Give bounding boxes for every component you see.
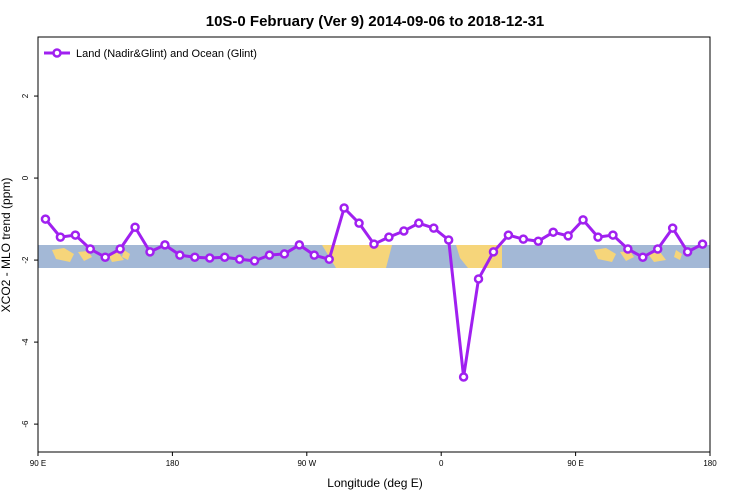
data-point [518,234,529,244]
data-point [608,230,618,240]
data-point [55,232,66,242]
data-point [667,223,678,233]
plot-frame [37,36,711,453]
data-point [234,254,245,265]
data-point [533,236,544,246]
x-tick-label: 0 [439,459,444,468]
data-point [249,256,260,266]
data-point [369,239,379,249]
chart-title: 10S-0 February (Ver 9) 2014-09-06 to 201… [206,13,545,30]
y-tick-label: -2 [21,256,30,264]
data-point [100,252,110,262]
series-line [44,206,704,379]
data-point [414,218,424,228]
data-point [443,235,454,245]
data-point [697,239,708,249]
y-tick-label: -6 [21,420,30,428]
map-strip [38,245,710,268]
data-point [399,226,409,236]
data-point [354,218,364,228]
data-point [548,227,558,237]
data-point [160,240,170,250]
data-point [264,250,275,260]
y-tick-label: -4 [21,338,30,346]
y-axis-label: XCO2 - MLO trend (ppm) [0,178,13,313]
data-point [503,230,514,240]
data-point [563,231,573,241]
data-point [294,240,305,250]
data-point [578,215,588,225]
data-point [428,223,439,233]
data-point [339,203,349,213]
data-point [40,214,51,224]
data-point [488,247,499,257]
data-point [309,250,320,260]
data-point [473,274,484,284]
data-point [204,253,215,263]
data-point [279,249,290,259]
x-tick-label: 90 E [567,459,583,468]
data-point [593,232,603,242]
data-point [145,247,155,257]
data-point [652,244,663,254]
data-point [682,247,693,257]
x-tick-label: 90 E [30,459,46,468]
data-point [623,244,633,254]
data-point [384,232,394,242]
x-axis-label: Longitude (deg E) [327,476,422,490]
legend-marker [52,48,62,58]
data-point [130,222,140,233]
legend-label: Land (Nadir&Glint) and Ocean (Glint) [76,48,257,60]
y-tick-label: 0 [21,175,30,180]
x-tick-label: 180 [166,459,180,468]
data-point [458,372,469,382]
data-point [190,252,200,262]
data-point [70,230,81,240]
data-point [175,250,185,260]
data-point [324,254,334,265]
data-point [85,244,96,254]
data-point [115,244,125,254]
data-point [219,252,230,262]
x-tick-label: 180 [703,459,717,468]
data-point [638,252,648,262]
x-tick-label: 90 W [297,459,316,468]
y-tick-label: 2 [21,93,30,98]
